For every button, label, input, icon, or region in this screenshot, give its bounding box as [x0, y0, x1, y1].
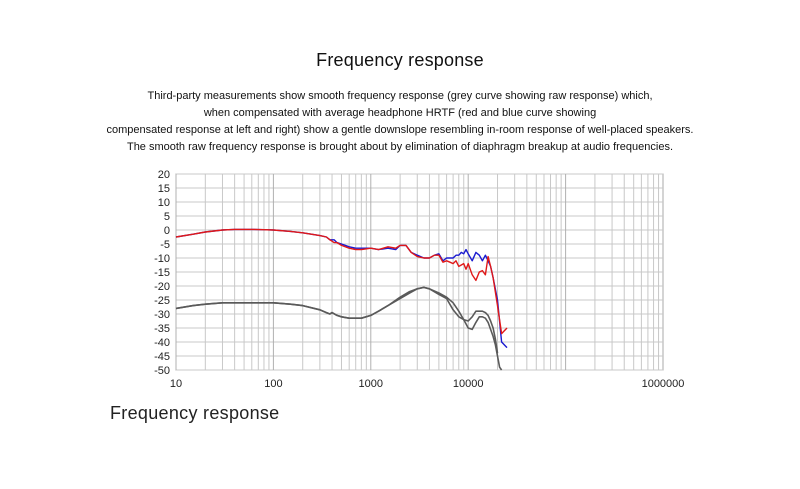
y-tick-label: 10: [158, 197, 170, 209]
series-line-red: [175, 228, 508, 335]
y-tick-label: -40: [154, 337, 170, 349]
y-tick-label: 5: [164, 211, 170, 223]
description-line: compensated response at left and right) …: [106, 124, 694, 136]
y-tick-label: -20: [154, 281, 170, 293]
description-line: The smooth raw frequency response is bro…: [126, 141, 674, 153]
x-tick-label: 10: [170, 378, 182, 390]
description-line: when compensated with average headphone …: [203, 107, 597, 119]
y-tick-label: -5: [160, 239, 170, 251]
y-tick-label: -25: [154, 295, 170, 307]
y-tick-label: -45: [154, 351, 170, 363]
figure-caption: Frequency response: [110, 403, 280, 423]
chart-series: [175, 228, 508, 371]
x-tick-label: 1000: [359, 378, 383, 390]
y-tick-label: 20: [158, 169, 170, 181]
series-line-grey: [175, 286, 499, 354]
chart-title: Frequency response: [316, 50, 484, 70]
y-tick-label: -10: [154, 253, 170, 265]
series-line-grey: [175, 286, 503, 371]
y-tick-label: -35: [154, 323, 170, 335]
chart-description: Third-party measurements show smooth fre…: [40, 88, 760, 156]
y-tick-label: -30: [154, 309, 170, 321]
chart-grid: [175, 173, 664, 371]
y-tick-label: 0: [164, 225, 170, 237]
y-tick-label: -15: [154, 267, 170, 279]
x-tick-label: 100: [264, 378, 282, 390]
y-tick-label: 15: [158, 183, 170, 195]
description-line: Third-party measurements show smooth fre…: [147, 90, 653, 102]
x-tick-label: 1000000: [642, 378, 685, 390]
y-tick-label: -50: [154, 365, 170, 377]
x-tick-label: 10000: [453, 378, 484, 390]
